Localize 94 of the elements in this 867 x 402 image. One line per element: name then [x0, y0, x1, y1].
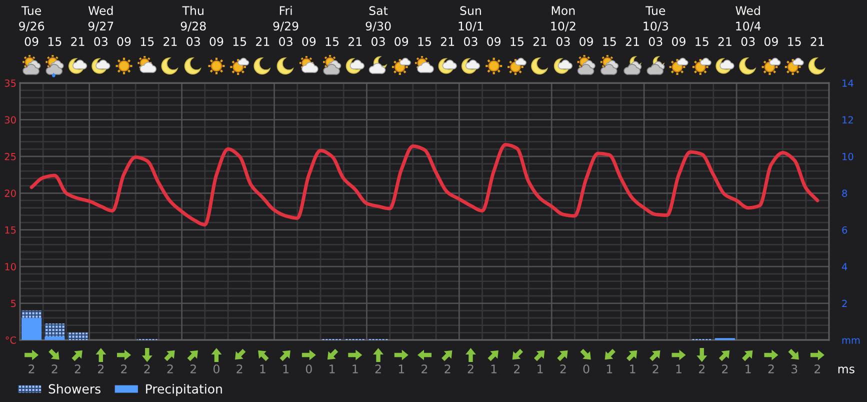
x-tick-label: 15 — [140, 37, 154, 46]
data-label: 2 — [167, 364, 173, 374]
y-tick-label: 10 — [5, 263, 16, 270]
x-tick-label: 09 — [302, 37, 316, 46]
x-tick-label: Tue 10/3 03 — [644, 6, 668, 46]
x-tick-label: 15 — [326, 37, 339, 46]
data-label: 2 — [98, 364, 104, 374]
data-label: 2 — [28, 364, 34, 374]
y2-tick-label: 10 — [842, 152, 854, 160]
y2-tick-label: 8 — [842, 190, 848, 197]
x-tick-label: 21 — [440, 37, 454, 46]
data-label: 1 — [283, 364, 288, 374]
x-tick-label: 21 — [348, 37, 362, 46]
legend-label: Showers — [48, 384, 100, 394]
y-tick-label: 35 — [4, 79, 16, 87]
x-tick-label: 15 — [418, 37, 431, 46]
data-label: 2 — [144, 364, 150, 374]
x-tick-label: Sat 9/30 03 — [366, 6, 391, 46]
x-tick-label: 09 — [580, 37, 593, 46]
bar — [22, 310, 42, 318]
x-tick-label: 15 — [48, 37, 62, 46]
x-tick-label: 09 — [117, 37, 131, 46]
x-tick-label: 21 — [810, 37, 824, 46]
data-label: 0 — [213, 364, 220, 374]
data-label: 2 — [560, 364, 566, 374]
data-label: 2 — [468, 364, 474, 374]
y2-tick-label: mm — [842, 338, 860, 344]
data-label: 2 — [814, 364, 820, 374]
x-tick-label: Thu 9/28 03 — [180, 6, 206, 46]
data-label: 0 — [583, 364, 590, 374]
data-label: 2 — [722, 364, 728, 374]
bar — [44, 323, 65, 336]
data-label: 1 — [260, 364, 266, 374]
text: ms — [838, 366, 854, 374]
data-label: 2 — [652, 364, 658, 374]
data-label: 1 — [606, 364, 612, 374]
data-label: 1 — [491, 364, 497, 374]
x-tick-label: 21 — [164, 37, 177, 46]
y-tick-label: 25 — [4, 152, 16, 160]
data-label: 0 — [306, 364, 312, 374]
y-tick-label: 15 — [5, 226, 16, 234]
data-label: 1 — [746, 364, 751, 374]
x-tick-label: Wed 10/4 03 — [736, 6, 761, 46]
legend-label: Precipitation — [146, 384, 222, 396]
x-tick-label: 21 — [626, 37, 639, 46]
data-label: 2 — [74, 364, 80, 374]
x-tick-label: 15 — [510, 37, 524, 46]
data-label: 2 — [121, 364, 127, 374]
data-label: 2 — [236, 364, 242, 374]
x-tick-label: 21 — [533, 37, 546, 46]
x-tick-label: 15 — [788, 37, 801, 46]
x-tick-label: 09 — [210, 37, 224, 46]
y2-tick-label: 4 — [842, 263, 848, 270]
data-label: 1 — [538, 364, 543, 374]
x-tick-label: Fri 9/29 03 — [273, 6, 298, 46]
data-label: 2 — [190, 364, 196, 374]
x-tick-label: Sun 10/1 03 — [458, 6, 483, 46]
bar — [44, 336, 65, 340]
x-tick-label: Mon 10/2 03 — [551, 6, 576, 46]
x-tick-label: 21 — [256, 37, 270, 46]
data-label: 1 — [630, 364, 636, 374]
data-label: 2 — [768, 364, 774, 374]
x-tick-label: 21 — [718, 37, 732, 46]
y2-tick-label: 12 — [842, 116, 853, 124]
bar — [22, 318, 42, 340]
x-tick-label: 21 — [71, 37, 84, 46]
data-label: 1 — [398, 364, 404, 374]
x-tick-label: 15 — [696, 37, 708, 46]
x-tick-label: Tue 9/26 09 — [19, 6, 44, 46]
x-tick-label: 15 — [603, 37, 616, 46]
y-tick-label: 20 — [4, 190, 16, 197]
x-tick-label: 09 — [394, 37, 408, 46]
data-label: 2 — [514, 364, 520, 374]
x-tick-label: 09 — [487, 37, 501, 46]
data-label: 2 — [52, 364, 58, 374]
y-tick-label: °C — [6, 336, 16, 344]
y2-tick-label: 14 — [842, 80, 854, 87]
data-label: 2 — [444, 364, 450, 374]
y2-tick-label: 6 — [842, 226, 848, 234]
bar — [68, 332, 88, 340]
data-label: 2 — [422, 364, 428, 374]
y2-tick-label: 2 — [842, 300, 847, 307]
data-label: 1 — [330, 364, 335, 374]
y-tick-label: 30 — [4, 116, 16, 124]
data-label: 3 — [791, 364, 798, 374]
x-tick-label: 09 — [764, 37, 778, 46]
data-label: 1 — [352, 364, 358, 374]
x-tick-label: Wed 9/27 03 — [88, 6, 114, 46]
data-label: 2 — [698, 364, 704, 374]
data-label: 2 — [375, 364, 381, 374]
y-tick-label: 5 — [11, 300, 16, 308]
x-tick-label: 09 — [672, 37, 686, 46]
data-label: 1 — [676, 364, 682, 374]
x-tick-label: 15 — [233, 37, 246, 46]
